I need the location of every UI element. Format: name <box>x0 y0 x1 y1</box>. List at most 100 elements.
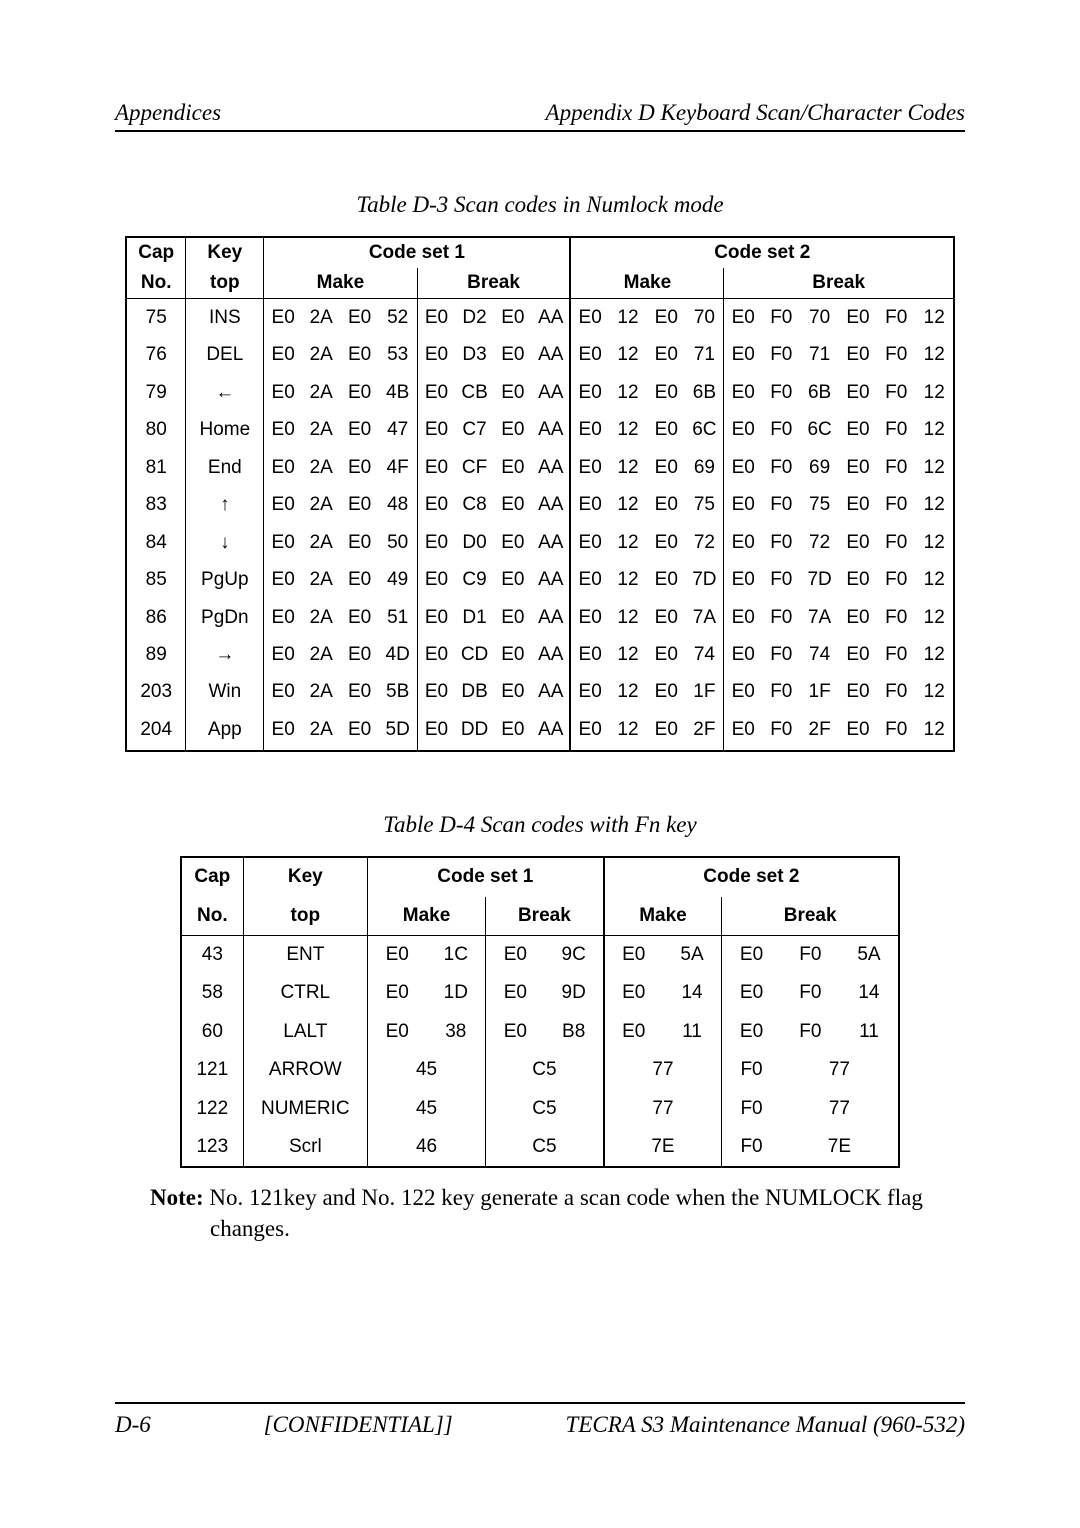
table-cell: E0 <box>264 524 302 561</box>
table-cell: 6C <box>685 411 723 448</box>
table-cell: AA <box>532 524 570 561</box>
table-row: 75INSE02AE052E0D2E0AAE012E070E0F070E0F01… <box>126 299 954 337</box>
t3-h-s1break: Break <box>417 268 570 299</box>
table-cell: E0 <box>264 561 302 598</box>
table-cell: LALT <box>243 1013 367 1051</box>
table-cell: E0 <box>417 411 455 448</box>
table-cell: 46 <box>367 1128 485 1167</box>
table-cell: F0 <box>762 711 800 751</box>
table-cell: CB <box>455 374 493 411</box>
table-cell: D2 <box>455 299 493 337</box>
table-cell: AA <box>532 711 570 751</box>
table-cell: 2F <box>800 711 838 751</box>
table-cell: F0 <box>877 374 915 411</box>
table-cell: 75 <box>126 299 186 337</box>
table-cell: AA <box>532 336 570 373</box>
table-row: 86PgDnE02AE051E0D1E0AAE012E07AE0F07AE0F0… <box>126 599 954 636</box>
t4-h-set2: Code set 2 <box>604 857 899 896</box>
table-cell: E0 <box>839 524 877 561</box>
table-cell: D1 <box>455 599 493 636</box>
table-row: 123Scrl46C57EF07E <box>181 1128 899 1167</box>
table-cell: 4B <box>379 374 417 411</box>
table-cell: E0 <box>417 524 455 561</box>
table-cell: 123 <box>181 1128 243 1167</box>
table-cell: 1D <box>427 974 486 1012</box>
table-cell: 204 <box>126 711 186 751</box>
table-cell: 4D <box>379 636 417 673</box>
table-cell: E0 <box>647 599 685 636</box>
table-cell: 2A <box>302 374 340 411</box>
header-left: Appendices <box>115 100 221 126</box>
table-cell: F0 <box>722 1090 781 1128</box>
table-cell: Scrl <box>243 1128 367 1167</box>
table-cell: E0 <box>494 561 532 598</box>
table-cell: E0 <box>417 299 455 337</box>
table-cell: 7D <box>800 561 838 598</box>
table-cell: 12 <box>609 711 647 751</box>
table-cell: E0 <box>647 299 685 337</box>
table-cell: ARROW <box>243 1051 367 1089</box>
table-cell: 12 <box>915 524 954 561</box>
table-cell: E0 <box>264 599 302 636</box>
t3-h-set2: Code set 2 <box>570 237 954 268</box>
table-cell: E0 <box>647 524 685 561</box>
table-cell: 80 <box>126 411 186 448</box>
table-cell: E0 <box>604 974 663 1012</box>
table-cell: E0 <box>264 486 302 523</box>
table-cell: E0 <box>340 711 378 751</box>
header-right: Appendix D Keyboard Scan/Character Codes <box>546 100 965 126</box>
table-row: 58CTRLE01DE09DE014E0F014 <box>181 974 899 1012</box>
table-cell: E0 <box>570 599 608 636</box>
table-cell: F0 <box>762 599 800 636</box>
table-cell: 7E <box>781 1128 899 1167</box>
table-cell: 7D <box>685 561 723 598</box>
table-cell: F0 <box>722 1128 781 1167</box>
table-cell: 84 <box>126 524 186 561</box>
table-cell: 12 <box>609 449 647 486</box>
table-cell: 49 <box>379 561 417 598</box>
table-cell: E0 <box>722 936 781 975</box>
table-cell: 11 <box>663 1013 722 1051</box>
table-cell: 14 <box>663 974 722 1012</box>
t4-h-cap: Cap <box>181 857 243 896</box>
table-cell: F0 <box>762 374 800 411</box>
table-cell: AA <box>532 561 570 598</box>
table-cell: F0 <box>762 299 800 337</box>
table-cell: 70 <box>800 299 838 337</box>
table-cell: F0 <box>877 673 915 710</box>
table-cell: E0 <box>264 711 302 751</box>
table-cell: End <box>186 449 264 486</box>
table-cell: 72 <box>800 524 838 561</box>
table-cell: ← <box>186 374 264 411</box>
table-cell: E0 <box>839 711 877 751</box>
table-cell: 43 <box>181 936 243 975</box>
table-cell: 2A <box>302 561 340 598</box>
table-row: 76DELE02AE053E0D3E0AAE012E071E0F071E0F01… <box>126 336 954 373</box>
table-cell: 12 <box>609 561 647 598</box>
table-cell: E0 <box>724 599 762 636</box>
table-cell: 2A <box>302 599 340 636</box>
table-row: 81EndE02AE04FE0CFE0AAE012E069E0F069E0F01… <box>126 449 954 486</box>
table-cell: E0 <box>647 411 685 448</box>
table-cell: 83 <box>126 486 186 523</box>
t4-h-key: Key <box>243 857 367 896</box>
table-cell: E0 <box>264 299 302 337</box>
table-cell: E0 <box>340 561 378 598</box>
table-cell: E0 <box>417 486 455 523</box>
table-cell: → <box>186 636 264 673</box>
table-cell: E0 <box>570 374 608 411</box>
table-cell: 5B <box>379 673 417 710</box>
table-cell: E0 <box>367 1013 426 1051</box>
table-cell: NUMERIC <box>243 1090 367 1128</box>
table-cell: E0 <box>839 299 877 337</box>
table-cell: E0 <box>724 449 762 486</box>
table-d4: Cap Key Code set 1 Code set 2 No. top Ma… <box>180 856 900 1168</box>
table-cell: D3 <box>455 336 493 373</box>
table-cell: E0 <box>340 299 378 337</box>
table-cell: E0 <box>417 449 455 486</box>
table-cell: E0 <box>647 636 685 673</box>
table-cell: E0 <box>724 411 762 448</box>
table-cell: E0 <box>722 1013 781 1051</box>
table-cell: 2A <box>302 524 340 561</box>
table-cell: E0 <box>340 673 378 710</box>
